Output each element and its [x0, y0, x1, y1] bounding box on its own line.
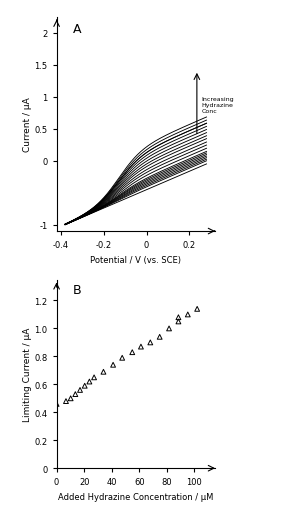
- Point: [54, 400, 59, 408]
- Point: [176, 314, 181, 322]
- Point: [120, 354, 125, 362]
- Point: [195, 305, 200, 314]
- Text: B: B: [72, 283, 81, 296]
- Point: [148, 338, 153, 347]
- Y-axis label: Limiting Current / µA: Limiting Current / µA: [23, 327, 31, 421]
- Point: [176, 318, 181, 326]
- Point: [101, 368, 106, 376]
- Point: [92, 374, 96, 382]
- Y-axis label: Current / µA: Current / µA: [23, 97, 32, 152]
- X-axis label: Added Hydrazine Concentration / µM: Added Hydrazine Concentration / µM: [58, 492, 214, 501]
- Point: [64, 397, 68, 405]
- Point: [167, 325, 171, 333]
- X-axis label: Potential / V (vs. SCE): Potential / V (vs. SCE): [90, 255, 181, 264]
- Point: [111, 361, 115, 369]
- Point: [68, 394, 73, 403]
- Point: [87, 378, 92, 386]
- Point: [139, 343, 143, 351]
- Point: [130, 349, 134, 357]
- Text: Increasing
Hydrazine
Conc: Increasing Hydrazine Conc: [201, 97, 234, 114]
- Point: [82, 382, 87, 390]
- Point: [157, 333, 162, 341]
- Text: A: A: [72, 23, 81, 36]
- Point: [73, 390, 78, 399]
- Point: [186, 311, 190, 319]
- Point: [78, 386, 82, 394]
